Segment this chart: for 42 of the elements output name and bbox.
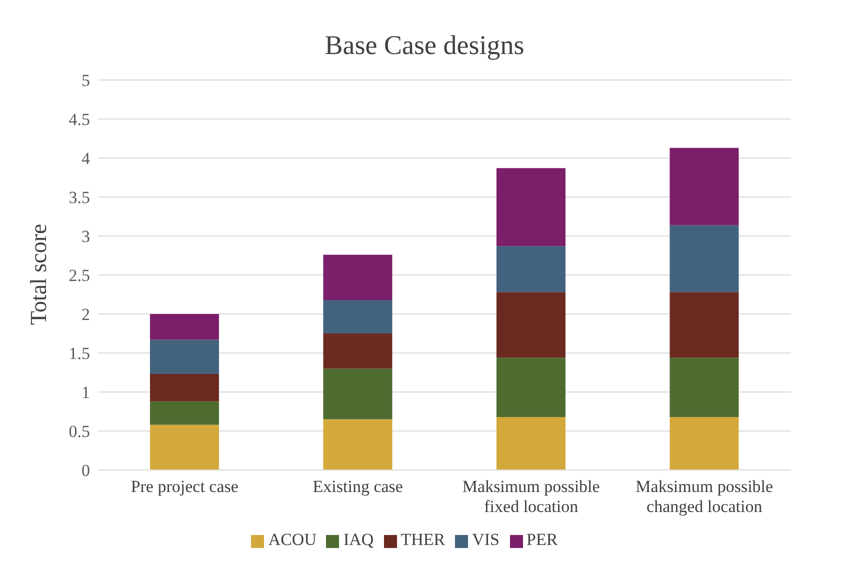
bar [323,419,392,470]
bar [670,225,739,292]
bar [323,334,392,369]
legend-label: ACOU [268,530,316,549]
y-axis-title: Total score [26,224,52,325]
bar [496,358,566,417]
bar [496,168,566,246]
bar [150,314,219,340]
x-tick-label: Pre project case [130,477,238,496]
y-tick-label: 0 [82,461,90,480]
bar [323,368,392,420]
y-tick-label: 3 [82,227,90,246]
bar [323,300,392,334]
bar [496,292,566,358]
chart-title: Base Case designs [324,29,526,62]
bar [670,292,739,358]
bar [496,246,566,292]
bar [150,401,219,425]
bar [150,424,219,470]
bar [150,374,219,402]
legend-label: PER [526,530,558,549]
x-tick-label: Maksimum possible fixed location [462,477,600,516]
bar [670,358,739,417]
legend-label: VIS [472,530,500,549]
legend-label: THER [400,530,446,549]
y-tick-label: 2.5 [68,266,90,286]
x-tick-label: Existing case [312,477,403,496]
y-tick-label: 1.5 [68,344,90,364]
bar [496,416,566,470]
bar [323,254,392,300]
x-tick-label: Maksimum possible changed location [636,477,774,516]
y-tick-label: 2 [82,305,90,324]
bar [670,148,739,226]
y-tick-label: 4 [82,149,90,168]
y-tick-label: 5 [82,71,90,90]
bar [150,340,219,374]
y-tick-label: 4.5 [68,110,90,130]
y-tick-label: 1 [82,383,90,402]
legend-label: IAQ [343,530,374,549]
bar [670,416,739,470]
y-tick-label: 0.5 [68,422,90,442]
y-tick-label: 3.5 [68,188,90,208]
